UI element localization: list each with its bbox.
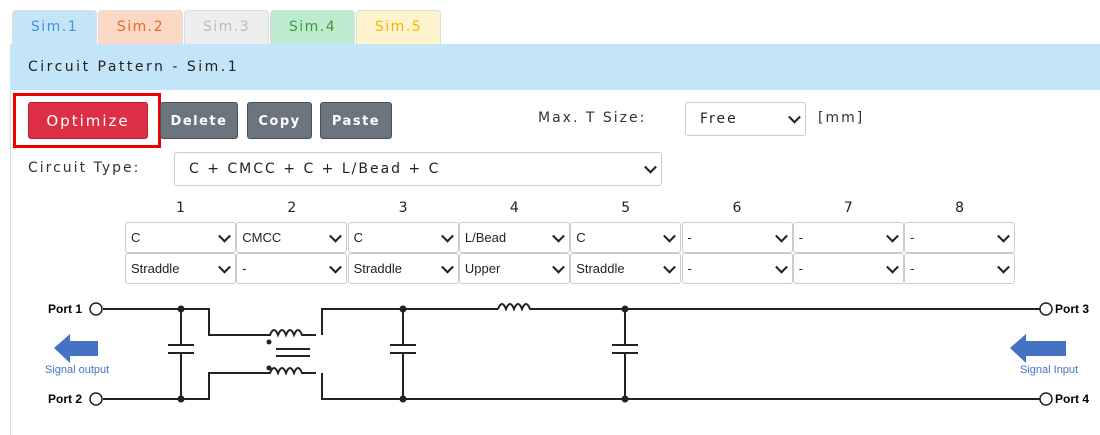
chevron-down-icon xyxy=(997,229,1010,243)
mount-type-select[interactable]: Straddle xyxy=(125,253,236,284)
component-type-select[interactable]: - xyxy=(904,222,1016,253)
mount-type-select[interactable]: - xyxy=(792,253,904,284)
component-type-value: C xyxy=(131,230,141,245)
signal-input-label: Signal Input xyxy=(1020,364,1079,376)
mount-type-value: Straddle xyxy=(353,261,403,276)
delete-button[interactable]: Delete xyxy=(160,102,238,139)
port4-terminal xyxy=(1039,392,1053,406)
chevron-down-icon xyxy=(218,229,231,243)
port1-label: Port 1 xyxy=(48,302,83,316)
tab-sim-4[interactable]: Sim.4 xyxy=(270,10,355,44)
column-number: 4 xyxy=(509,200,519,216)
arrow-left-icon xyxy=(54,334,98,363)
chevron-down-icon xyxy=(644,160,657,174)
tab-sim-1[interactable]: Sim.1 xyxy=(12,10,97,44)
chevron-down-icon xyxy=(329,229,343,243)
panel-border xyxy=(10,90,11,435)
component-type-select[interactable]: C xyxy=(125,222,236,253)
max-t-size-value: Free xyxy=(700,111,738,127)
component-type-value: L/Bead xyxy=(464,230,507,245)
chevron-down-icon xyxy=(885,229,899,243)
component-type-select[interactable]: L/Bead xyxy=(458,222,570,253)
component-type-select[interactable]: CMCC xyxy=(236,222,348,253)
paste-button[interactable]: Paste xyxy=(320,102,392,139)
circuit-type-select[interactable]: C + CMCC + C + L/Bead + C xyxy=(174,152,662,186)
component-type-value: - xyxy=(798,230,804,245)
chevron-down-icon xyxy=(663,229,677,243)
component-type-select[interactable]: C xyxy=(347,222,459,253)
chevron-down-icon xyxy=(552,229,565,243)
component-type-select[interactable]: - xyxy=(792,222,904,253)
mount-type-select[interactable]: Straddle xyxy=(347,253,459,284)
mount-type-value: Straddle xyxy=(131,261,180,276)
circuit-schematic xyxy=(54,302,1066,406)
column-number: 3 xyxy=(398,200,408,216)
chevron-down-icon xyxy=(218,260,231,274)
column-number: 5 xyxy=(621,200,631,216)
mount-type-select[interactable]: Upper xyxy=(458,253,570,284)
tab-sim-5[interactable]: Sim.5 xyxy=(356,10,441,44)
arrow-left-icon xyxy=(1010,334,1066,363)
mount-type-value: Upper xyxy=(464,261,501,276)
chevron-down-icon xyxy=(440,229,454,243)
chevron-down-icon xyxy=(552,260,565,274)
column-number: 6 xyxy=(732,200,742,216)
component-type-select[interactable]: - xyxy=(681,222,793,253)
circuit-type-value: C + CMCC + C + L/Bead + C xyxy=(189,161,441,177)
column-number: 8 xyxy=(955,200,965,216)
circuit-type-label: Circuit Type: xyxy=(28,160,141,176)
port2-terminal xyxy=(89,392,103,406)
optimize-button[interactable]: Optimize xyxy=(28,102,148,139)
mount-type-select[interactable]: - xyxy=(236,253,348,284)
mount-type-value: - xyxy=(242,261,247,276)
mount-type-value: - xyxy=(798,261,804,276)
column-number: 2 xyxy=(287,200,297,216)
column-number: 7 xyxy=(843,200,853,216)
section-title: Circuit Pattern - Sim.1 xyxy=(28,59,240,75)
copy-button[interactable]: Copy xyxy=(247,102,312,139)
chevron-down-icon xyxy=(663,260,677,274)
column-number: 1 xyxy=(176,200,185,216)
chevron-down-icon xyxy=(774,260,788,274)
mount-type-select[interactable]: - xyxy=(681,253,793,284)
chevron-down-icon xyxy=(329,260,343,274)
port1-terminal xyxy=(89,302,103,316)
port3-label: Port 3 xyxy=(1055,302,1090,316)
highlight-box xyxy=(13,93,161,148)
component-type-value: - xyxy=(910,230,915,245)
port2-label: Port 2 xyxy=(48,392,83,406)
chevron-down-icon xyxy=(997,260,1010,274)
mount-type-value: - xyxy=(910,261,915,276)
component-type-select[interactable]: C xyxy=(570,222,682,253)
component-type-value: - xyxy=(687,230,692,245)
component-type-value: C xyxy=(353,230,363,245)
mount-type-select[interactable]: - xyxy=(904,253,1016,284)
max-t-size-select[interactable]: Free xyxy=(685,102,806,136)
mount-type-select[interactable]: Straddle xyxy=(570,253,682,284)
chevron-down-icon xyxy=(885,260,899,274)
mount-type-value: - xyxy=(687,261,692,276)
signal-output-label: Signal output xyxy=(45,364,110,376)
component-type-value: CMCC xyxy=(242,230,282,245)
chevron-down-icon xyxy=(788,110,801,124)
chevron-down-icon xyxy=(774,229,788,243)
unit-label: [mm] xyxy=(818,110,865,126)
tab-sim-2[interactable]: Sim.2 xyxy=(98,10,183,44)
section-header: Circuit Pattern - Sim.1 xyxy=(10,44,1100,90)
max-t-size-label: Max. T Size: xyxy=(538,110,647,126)
mount-type-value: Straddle xyxy=(576,261,625,276)
chevron-down-icon xyxy=(440,260,454,274)
port3-terminal xyxy=(1039,302,1053,316)
component-type-value: C xyxy=(576,230,586,245)
tab-sim-3[interactable]: Sim.3 xyxy=(184,10,269,44)
port4-label: Port 4 xyxy=(1055,392,1090,406)
